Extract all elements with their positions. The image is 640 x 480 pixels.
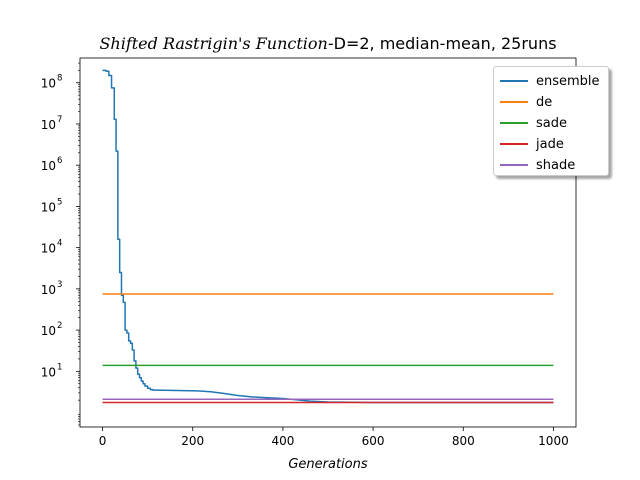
x-tick-label: 400 [271,434,294,448]
y-tick-label: 10 [41,324,56,338]
legend-swatch [500,101,528,103]
legend-label: shade [536,157,576,173]
legend-label: ensemble [536,73,600,89]
legend-item-de: de [500,92,552,112]
legend-swatch [500,122,528,124]
y-tick-exponent: 2 [57,321,62,331]
y-tick-exponent: 4 [57,239,62,249]
y-tick-exponent: 8 [57,74,62,84]
plot-frame [79,57,577,428]
y-tick-exponent: 3 [57,280,62,290]
y-tick-exponent: 6 [57,156,62,166]
x-tick-label: 200 [181,434,204,448]
legend-item-ensemble: ensemble [500,71,600,91]
legend-item-sade: sade [500,113,567,133]
y-tick-label: 10 [41,118,56,132]
series-line-ensemble [102,69,554,404]
legend-label: de [536,94,553,110]
y-tick-label: 10 [41,159,56,173]
legend-swatch [500,80,528,82]
x-tick-label: 600 [362,434,385,448]
chart-title-rest: -D=2, median-mean, 25runs [328,34,557,53]
y-tick-exponent: 5 [57,197,62,207]
y-tick-label: 10 [41,200,56,214]
x-tick-label: 0 [99,434,107,448]
legend-label: sade [536,115,567,131]
legend-label: jade [536,136,564,152]
legend-swatch [500,143,528,145]
y-tick-exponent: 7 [57,115,62,125]
legend-item-jade: jade [500,134,564,154]
x-axis-label: Generations [288,457,368,472]
x-tick-label: 800 [452,434,475,448]
y-tick-label: 10 [41,242,56,256]
legend-swatch [500,164,528,166]
chart-title: Shifted Rastrigin's Function-D=2, median… [99,34,556,53]
plot-lines [102,69,554,404]
legend-item-shade: shade [500,155,575,175]
y-tick-label: 10 [41,77,56,91]
y-tick-label: 10 [41,365,56,379]
x-tick-label: 1000 [538,434,569,448]
y-tick-exponent: 1 [57,362,62,372]
y-tick-label: 10 [41,283,56,297]
legend: ensemble de sade jade shade [493,66,609,176]
chart-title-italic: Shifted Rastrigin's Function [99,34,327,53]
